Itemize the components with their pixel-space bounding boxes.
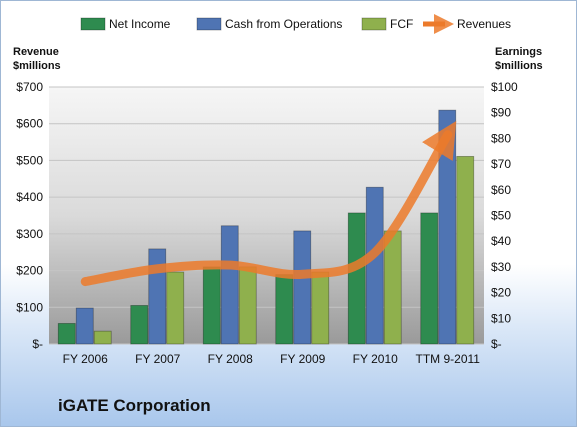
left-axis-ticks: $- $100 $200 $300 $400 $500 $600 $700: [16, 80, 43, 351]
right-tick-label: $-: [491, 337, 502, 351]
x-tick-label: FY 2007: [135, 352, 180, 366]
plot-area: [49, 87, 484, 344]
left-tick-label: $-: [32, 337, 43, 351]
bar-fcf: [238, 266, 257, 345]
bar-cash-from-operations: [365, 186, 384, 345]
left-axis-title-line1: Revenue: [13, 46, 59, 58]
left-axis-title: Revenue $millions: [13, 45, 61, 73]
legend-swatch-cash-from-operations: [196, 17, 222, 31]
left-axis-title-line2: $millions: [13, 60, 61, 72]
right-axis-title: Earnings $millions: [495, 45, 543, 73]
left-tick-label: $700: [16, 80, 43, 94]
x-tick-label: TTM 9-2011: [416, 352, 481, 366]
right-tick-label: $20: [491, 286, 511, 300]
bar-cash-from-operations: [293, 230, 312, 345]
x-tick-label: FY 2010: [353, 352, 398, 366]
legend-label: FCF: [390, 17, 413, 31]
right-tick-label: $10: [491, 311, 511, 325]
x-tick-label: FY 2009: [280, 352, 325, 366]
legend-label: Cash from Operations: [225, 17, 342, 31]
left-tick-label: $100: [16, 300, 43, 314]
left-tick-label: $400: [16, 190, 43, 204]
gridlines: [49, 86, 484, 345]
x-tick-label: FY 2006: [63, 352, 108, 366]
company-name: iGATE Corporation: [58, 396, 211, 415]
right-tick-label: $90: [491, 106, 511, 120]
right-axis-title-line2: $millions: [495, 60, 543, 72]
right-tick-label: $30: [491, 260, 511, 274]
bar-net-income: [57, 323, 76, 345]
right-tick-label: $40: [491, 234, 511, 248]
left-tick-label: $200: [16, 264, 43, 278]
bar-cash-from-operations: [438, 109, 457, 345]
bar-net-income: [130, 305, 149, 345]
bar-cash-from-operations: [148, 248, 167, 345]
x-tick-label: FY 2008: [208, 352, 253, 366]
bar-fcf: [93, 330, 112, 345]
right-tick-label: $80: [491, 131, 511, 145]
bar-fcf: [456, 155, 475, 345]
legend-label: Revenues: [457, 17, 511, 31]
x-axis-ticks: FY 2006 FY 2007 FY 2008 FY 2009 FY 2010 TTM 9…: [63, 352, 481, 366]
right-tick-label: $70: [491, 157, 511, 171]
left-tick-label: $500: [16, 153, 43, 167]
right-axis-title-line1: Earnings: [495, 46, 543, 58]
bar-net-income: [202, 266, 221, 345]
legend-swatch-net-income: [80, 17, 106, 31]
bar-fcf: [383, 230, 402, 345]
revenue-line-group: [80, 120, 457, 287]
left-tick-label: $300: [16, 227, 43, 241]
bar-net-income: [420, 212, 439, 345]
bars: [57, 109, 475, 345]
right-tick-label: $60: [491, 183, 511, 197]
legend-swatch-fcf: [361, 17, 387, 31]
legend-label: Net Income: [109, 17, 171, 31]
legend: Net Income Cash from Operations FCF Revenue…: [80, 14, 511, 34]
bar-fcf: [311, 271, 330, 345]
bar-net-income: [347, 212, 366, 345]
right-tick-label: $100: [491, 80, 518, 94]
bar-net-income: [275, 274, 294, 345]
bar-cash-from-operations: [75, 307, 94, 345]
revenue-line: [80, 120, 457, 287]
bar-fcf: [166, 271, 185, 345]
left-tick-label: $600: [16, 117, 43, 131]
right-axis-ticks: $- $10 $20 $30 $40 $50 $60 $70 $80 $90 $100: [491, 80, 518, 351]
right-tick-label: $50: [491, 209, 511, 223]
bar-cash-from-operations: [220, 225, 239, 345]
